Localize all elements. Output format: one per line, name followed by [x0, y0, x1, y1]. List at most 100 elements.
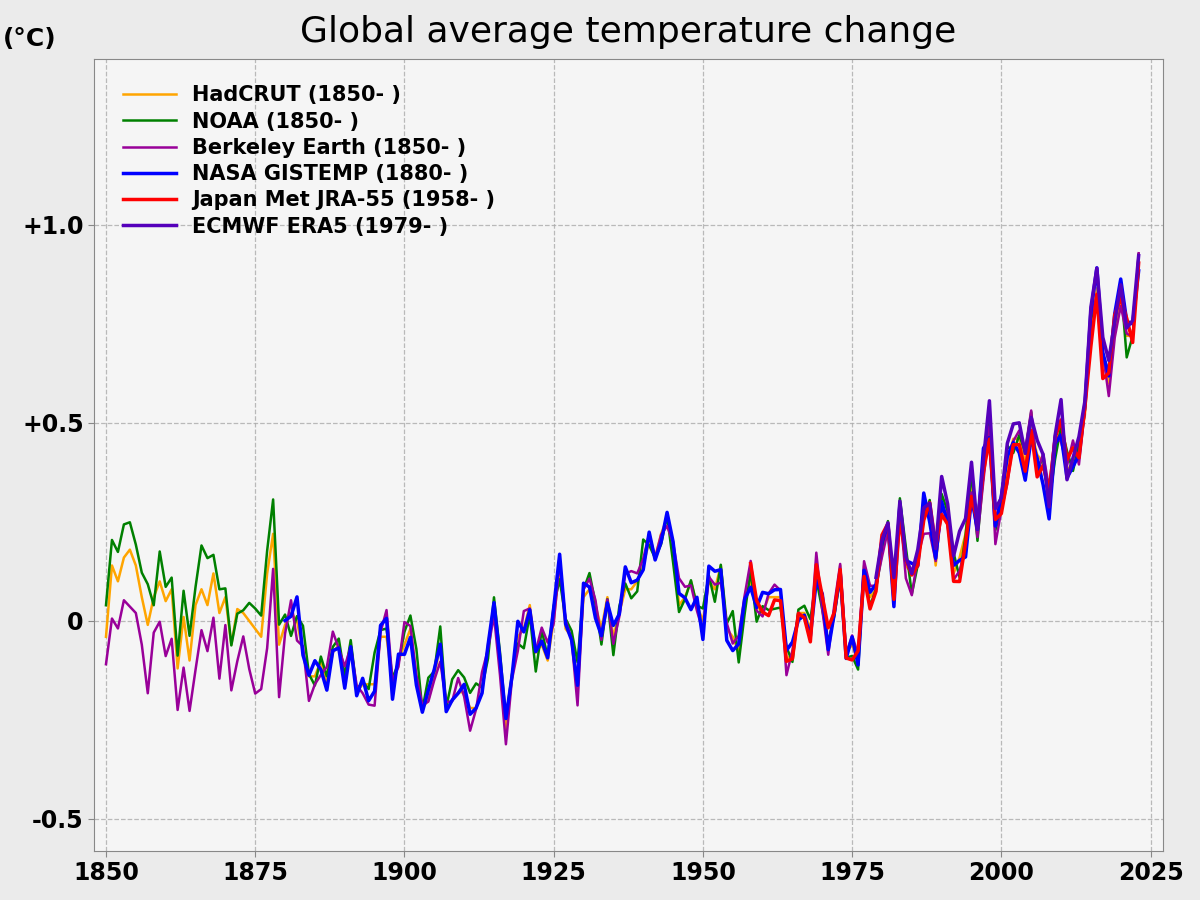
Text: (°C): (°C) [4, 27, 56, 50]
ECMWF ERA5 (1979- ) [1114, 279, 1128, 290]
NOAA (1850- ) [206, 528, 221, 539]
ECMWF ERA5 (1979- ) [947, 551, 961, 562]
ECMWF ERA5 (1979- ) [941, 499, 955, 509]
NASA GISTEMP (1880- ) [1090, 263, 1104, 274]
ECMWF ERA5 (1979- ) [881, 518, 895, 528]
ECMWF ERA5 (1979- ) [1048, 430, 1062, 441]
ECMWF ERA5 (1979- ) [1054, 394, 1068, 405]
Japan Met JRA-55 (1958- ) [773, 595, 787, 606]
Berkeley Earth (1850- ) [206, 612, 221, 623]
ECMWF ERA5 (1979- ) [1036, 449, 1050, 460]
ECMWF ERA5 (1979- ) [977, 454, 991, 465]
Legend: HadCRUT (1850- ), NOAA (1850- ), Berkeley Earth (1850- ), NASA GISTEMP (1880- ),: HadCRUT (1850- ), NOAA (1850- ), Berkele… [115, 77, 504, 245]
ECMWF ERA5 (1979- ) [1060, 474, 1074, 485]
Line: NOAA (1850- ): NOAA (1850- ) [106, 238, 1139, 708]
HadCRUT (1850- ) [140, 619, 155, 630]
Berkeley Earth (1850- ) [499, 739, 514, 750]
ECMWF ERA5 (1979- ) [869, 572, 883, 583]
ECMWF ERA5 (1979- ) [1018, 448, 1032, 459]
ECMWF ERA5 (1979- ) [1108, 316, 1122, 327]
ECMWF ERA5 (1979- ) [1000, 438, 1014, 449]
ECMWF ERA5 (1979- ) [988, 503, 1002, 514]
ECMWF ERA5 (1979- ) [1090, 263, 1104, 274]
ECMWF ERA5 (1979- ) [1012, 418, 1026, 428]
ECMWF ERA5 (1979- ) [1066, 453, 1080, 464]
NOAA (1850- ) [140, 607, 155, 617]
ECMWF ERA5 (1979- ) [1096, 332, 1110, 343]
Berkeley Earth (1850- ) [98, 659, 113, 670]
ECMWF ERA5 (1979- ) [923, 498, 937, 508]
ECMWF ERA5 (1979- ) [1132, 250, 1146, 261]
ECMWF ERA5 (1979- ) [917, 502, 931, 513]
ECMWF ERA5 (1979- ) [983, 395, 997, 406]
NASA GISTEMP (1880- ) [983, 432, 997, 443]
Japan Met JRA-55 (1958- ) [1054, 415, 1068, 426]
ECMWF ERA5 (1979- ) [1024, 412, 1038, 423]
ECMWF ERA5 (1979- ) [965, 457, 979, 468]
ECMWF ERA5 (1979- ) [887, 572, 901, 583]
Japan Met JRA-55 (1958- ) [779, 656, 793, 667]
NASA GISTEMP (1880- ) [893, 499, 907, 509]
ECMWF ERA5 (1979- ) [1084, 302, 1098, 312]
ECMWF ERA5 (1979- ) [971, 524, 985, 535]
Line: NASA GISTEMP (1880- ): NASA GISTEMP (1880- ) [286, 268, 1139, 718]
HadCRUT (1850- ) [98, 632, 113, 643]
Line: Japan Met JRA-55 (1958- ): Japan Met JRA-55 (1958- ) [751, 263, 1139, 662]
NASA GISTEMP (1880- ) [1132, 266, 1146, 276]
NOAA (1850- ) [499, 703, 514, 714]
Japan Met JRA-55 (1958- ) [845, 654, 859, 665]
HadCRUT (1850- ) [785, 647, 799, 658]
Line: Berkeley Earth (1850- ): Berkeley Earth (1850- ) [106, 253, 1139, 744]
NOAA (1850- ) [110, 583, 125, 594]
Berkeley Earth (1850- ) [110, 623, 125, 634]
NASA GISTEMP (1880- ) [278, 615, 293, 626]
ECMWF ERA5 (1979- ) [935, 471, 949, 482]
NASA GISTEMP (1880- ) [403, 632, 418, 643]
ECMWF ERA5 (1979- ) [899, 552, 913, 562]
ECMWF ERA5 (1979- ) [953, 526, 967, 536]
ECMWF ERA5 (1979- ) [959, 513, 973, 524]
Line: ECMWF ERA5 (1979- ): ECMWF ERA5 (1979- ) [876, 256, 1139, 578]
ECMWF ERA5 (1979- ) [1072, 431, 1086, 442]
ECMWF ERA5 (1979- ) [1126, 315, 1140, 326]
NOAA (1850- ) [98, 609, 113, 620]
ECMWF ERA5 (1979- ) [1042, 501, 1056, 512]
Berkeley Earth (1850- ) [785, 645, 799, 656]
HadCRUT (1850- ) [1132, 259, 1146, 270]
NASA GISTEMP (1880- ) [337, 683, 352, 694]
HadCRUT (1850- ) [660, 513, 674, 524]
NASA GISTEMP (1880- ) [499, 713, 514, 724]
Berkeley Earth (1850- ) [660, 520, 674, 531]
NOAA (1850- ) [660, 524, 674, 535]
HadCRUT (1850- ) [110, 576, 125, 587]
Japan Met JRA-55 (1958- ) [744, 558, 758, 569]
Japan Met JRA-55 (1958- ) [1132, 257, 1146, 268]
Title: Global average temperature change: Global average temperature change [300, 15, 956, 49]
ECMWF ERA5 (1979- ) [994, 492, 1008, 503]
Line: HadCRUT (1850- ): HadCRUT (1850- ) [106, 265, 1139, 732]
ECMWF ERA5 (1979- ) [1102, 356, 1116, 366]
NASA GISTEMP (1880- ) [971, 524, 985, 535]
NOAA (1850- ) [785, 638, 799, 649]
ECMWF ERA5 (1979- ) [1078, 396, 1092, 407]
ECMWF ERA5 (1979- ) [929, 544, 943, 554]
Japan Met JRA-55 (1958- ) [1108, 310, 1122, 320]
ECMWF ERA5 (1979- ) [1006, 418, 1020, 429]
NASA GISTEMP (1880- ) [546, 603, 560, 614]
ECMWF ERA5 (1979- ) [875, 535, 889, 545]
ECMWF ERA5 (1979- ) [905, 568, 919, 579]
HadCRUT (1850- ) [499, 726, 514, 737]
ECMWF ERA5 (1979- ) [911, 544, 925, 555]
Japan Met JRA-55 (1958- ) [917, 515, 931, 526]
NOAA (1850- ) [1132, 233, 1146, 244]
Berkeley Earth (1850- ) [1132, 248, 1146, 258]
Japan Met JRA-55 (1958- ) [869, 586, 883, 597]
ECMWF ERA5 (1979- ) [1030, 435, 1044, 446]
Berkeley Earth (1850- ) [140, 688, 155, 698]
Berkeley Earth (1850- ) [869, 580, 883, 591]
HadCRUT (1850- ) [206, 568, 221, 579]
ECMWF ERA5 (1979- ) [1120, 322, 1134, 333]
ECMWF ERA5 (1979- ) [893, 496, 907, 507]
NOAA (1850- ) [869, 582, 883, 593]
HadCRUT (1850- ) [869, 584, 883, 595]
